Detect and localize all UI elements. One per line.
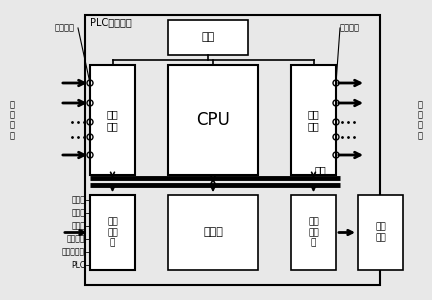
Text: PLC: PLC: [71, 260, 85, 269]
Text: PLC基本单元: PLC基本单元: [90, 17, 132, 27]
Bar: [358, 195, 403, 270]
Bar: [90, 195, 135, 270]
Text: 编程器: 编程器: [71, 196, 85, 205]
Text: 总线: 总线: [314, 165, 326, 175]
Text: 人机界面: 人机界面: [67, 235, 85, 244]
Text: 扩展
接口
口: 扩展 接口 口: [308, 218, 319, 248]
Text: 输
出
设
备: 输 出 设 备: [417, 100, 422, 140]
Bar: [291, 65, 336, 175]
Text: 电源: 电源: [201, 32, 215, 43]
Bar: [85, 15, 380, 285]
Text: 输
入
设
备: 输 入 设 备: [10, 100, 15, 140]
Text: 通信
接口
口: 通信 接口 口: [107, 218, 118, 248]
Text: 上位计算机: 上位计算机: [62, 248, 85, 256]
Bar: [168, 195, 258, 270]
Text: 输入端口: 输入端口: [55, 23, 75, 32]
Text: 扩展
单元: 扩展 单元: [375, 223, 386, 242]
Bar: [90, 65, 135, 175]
Text: 打印机: 打印机: [71, 221, 85, 230]
Text: 输出端口: 输出端口: [340, 23, 360, 32]
Text: 输出
单元: 输出 单元: [308, 109, 319, 131]
Text: 存储器: 存储器: [203, 227, 223, 238]
Text: CPU: CPU: [196, 111, 230, 129]
Bar: [168, 20, 248, 55]
Text: 写入器: 写入器: [71, 208, 85, 217]
Text: 输入
单元: 输入 单元: [107, 109, 118, 131]
Bar: [291, 195, 336, 270]
Bar: [168, 65, 258, 175]
